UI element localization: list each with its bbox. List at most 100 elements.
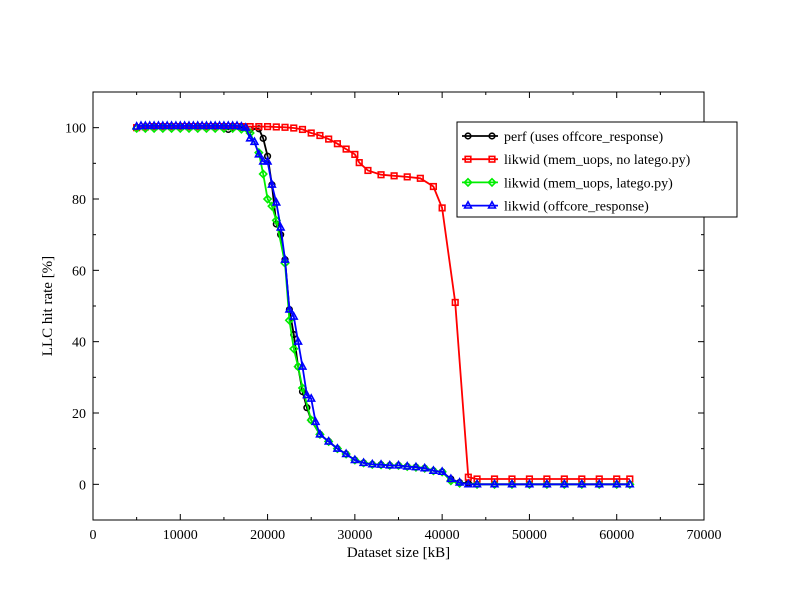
data-point-triangle	[206, 120, 216, 130]
data-point-diamond	[376, 459, 386, 470]
data-point-triangle	[463, 200, 473, 209]
ticks-layer: 0 10000 20000 30000 40000 50000 60000 70000 0 20 4…	[65, 91, 722, 543]
data-point-diamond	[258, 169, 268, 179]
data-point-triangle	[179, 120, 190, 130]
data-point-square	[298, 125, 307, 134]
data-point-square	[316, 131, 324, 140]
data-point-diamond	[489, 479, 500, 490]
data-point-circle	[488, 132, 496, 140]
data-point-triangle	[341, 448, 351, 458]
data-point-square	[488, 155, 496, 163]
legend-entry-1: perf (uses offcore_response)	[462, 130, 663, 145]
data-point-triangle	[524, 478, 535, 488]
data-point-square	[403, 173, 411, 181]
series-4	[131, 120, 635, 488]
data-point-triangle	[376, 459, 386, 468]
data-point-triangle	[153, 120, 164, 130]
data-point-triangle	[162, 120, 172, 130]
data-point-triangle	[487, 200, 497, 209]
y-tick-label: 80	[72, 193, 86, 208]
data-point-diamond	[262, 194, 273, 204]
data-point-triangle	[350, 454, 360, 464]
data-point-square	[364, 166, 372, 175]
data-point-triangle	[419, 462, 430, 472]
data-point-diamond	[411, 462, 421, 472]
data-point-triangle	[140, 120, 151, 130]
data-point-triangle	[385, 459, 395, 469]
data-point-circle	[259, 134, 267, 142]
data-point-triangle	[302, 389, 312, 399]
data-point-diamond	[487, 177, 497, 188]
data-point-triangle	[275, 222, 286, 231]
data-point-triangle	[367, 458, 378, 468]
data-point-triangle	[254, 148, 264, 158]
data-point-diamond	[306, 415, 316, 425]
data-point-triangle	[188, 120, 199, 130]
data-point-triangle	[310, 416, 321, 426]
data-point-diamond	[542, 479, 552, 490]
legend-label: likwid (offcore_response)	[504, 200, 649, 215]
x-tick-label: 60000	[599, 528, 634, 543]
data-point-square	[464, 155, 472, 163]
data-point-square	[281, 123, 289, 131]
y-tick-label: 20	[72, 407, 86, 422]
data-point-square	[263, 122, 272, 131]
data-point-triangle	[358, 457, 369, 467]
x-tick-label: 30000	[337, 528, 372, 543]
data-point-triangle	[280, 254, 290, 263]
legend-box	[456, 121, 738, 218]
data-point-triangle	[214, 120, 225, 130]
data-point-diamond	[524, 479, 535, 490]
data-point-triangle	[393, 459, 404, 469]
data-point-triangle	[428, 465, 439, 474]
data-point-triangle	[472, 478, 482, 488]
data-point-diamond	[385, 460, 395, 471]
data-point-square	[438, 204, 446, 212]
data-point-square	[255, 122, 263, 131]
data-point-square	[272, 123, 280, 131]
data-point-triangle	[166, 120, 177, 130]
x-tick-label: 70000	[687, 528, 722, 543]
data-point-square	[351, 150, 359, 159]
data-point-diamond	[625, 479, 635, 490]
data-point-triangle	[625, 478, 635, 488]
data-point-triangle	[219, 120, 229, 130]
series-layer	[131, 120, 635, 490]
data-point-circle	[464, 132, 472, 140]
data-point-triangle	[507, 478, 517, 488]
data-point-triangle	[262, 156, 273, 165]
data-point-triangle	[249, 136, 260, 146]
data-point-triangle	[136, 120, 146, 130]
legend: perf (uses offcore_response)likwid (mem_…	[456, 121, 738, 218]
data-point-square	[377, 171, 385, 179]
data-point-triangle	[184, 120, 194, 130]
y-tick-label: 40	[72, 336, 86, 351]
data-point-triangle	[271, 197, 282, 206]
data-point-square	[325, 135, 333, 143]
data-point-diamond	[594, 479, 604, 490]
x-tick-label: 0	[90, 528, 97, 543]
data-point-triangle	[306, 393, 316, 402]
data-point-triangle	[236, 121, 247, 130]
data-point-square	[416, 174, 424, 182]
data-point-diamond	[289, 344, 299, 354]
data-point-triangle	[463, 478, 474, 488]
data-point-triangle	[293, 336, 303, 345]
legend-entry-3: likwid (mem_uops, latego.py)	[462, 176, 673, 191]
data-point-square	[390, 172, 398, 180]
data-point-triangle	[240, 122, 251, 131]
data-point-triangle	[258, 156, 268, 165]
data-point-diamond	[611, 479, 622, 490]
data-point-square	[342, 145, 350, 153]
data-point-square	[290, 124, 298, 132]
legend-label: likwid (mem_uops, no latego.py)	[504, 153, 691, 168]
data-point-square	[451, 298, 459, 307]
x-tick-label: 10000	[163, 528, 198, 543]
data-point-triangle	[454, 477, 465, 486]
x-axis-title: Dataset size [kB]	[347, 545, 450, 561]
data-point-triangle	[158, 120, 168, 130]
data-point-triangle	[227, 120, 238, 130]
data-point-triangle	[245, 132, 255, 142]
data-point-triangle	[402, 461, 412, 470]
